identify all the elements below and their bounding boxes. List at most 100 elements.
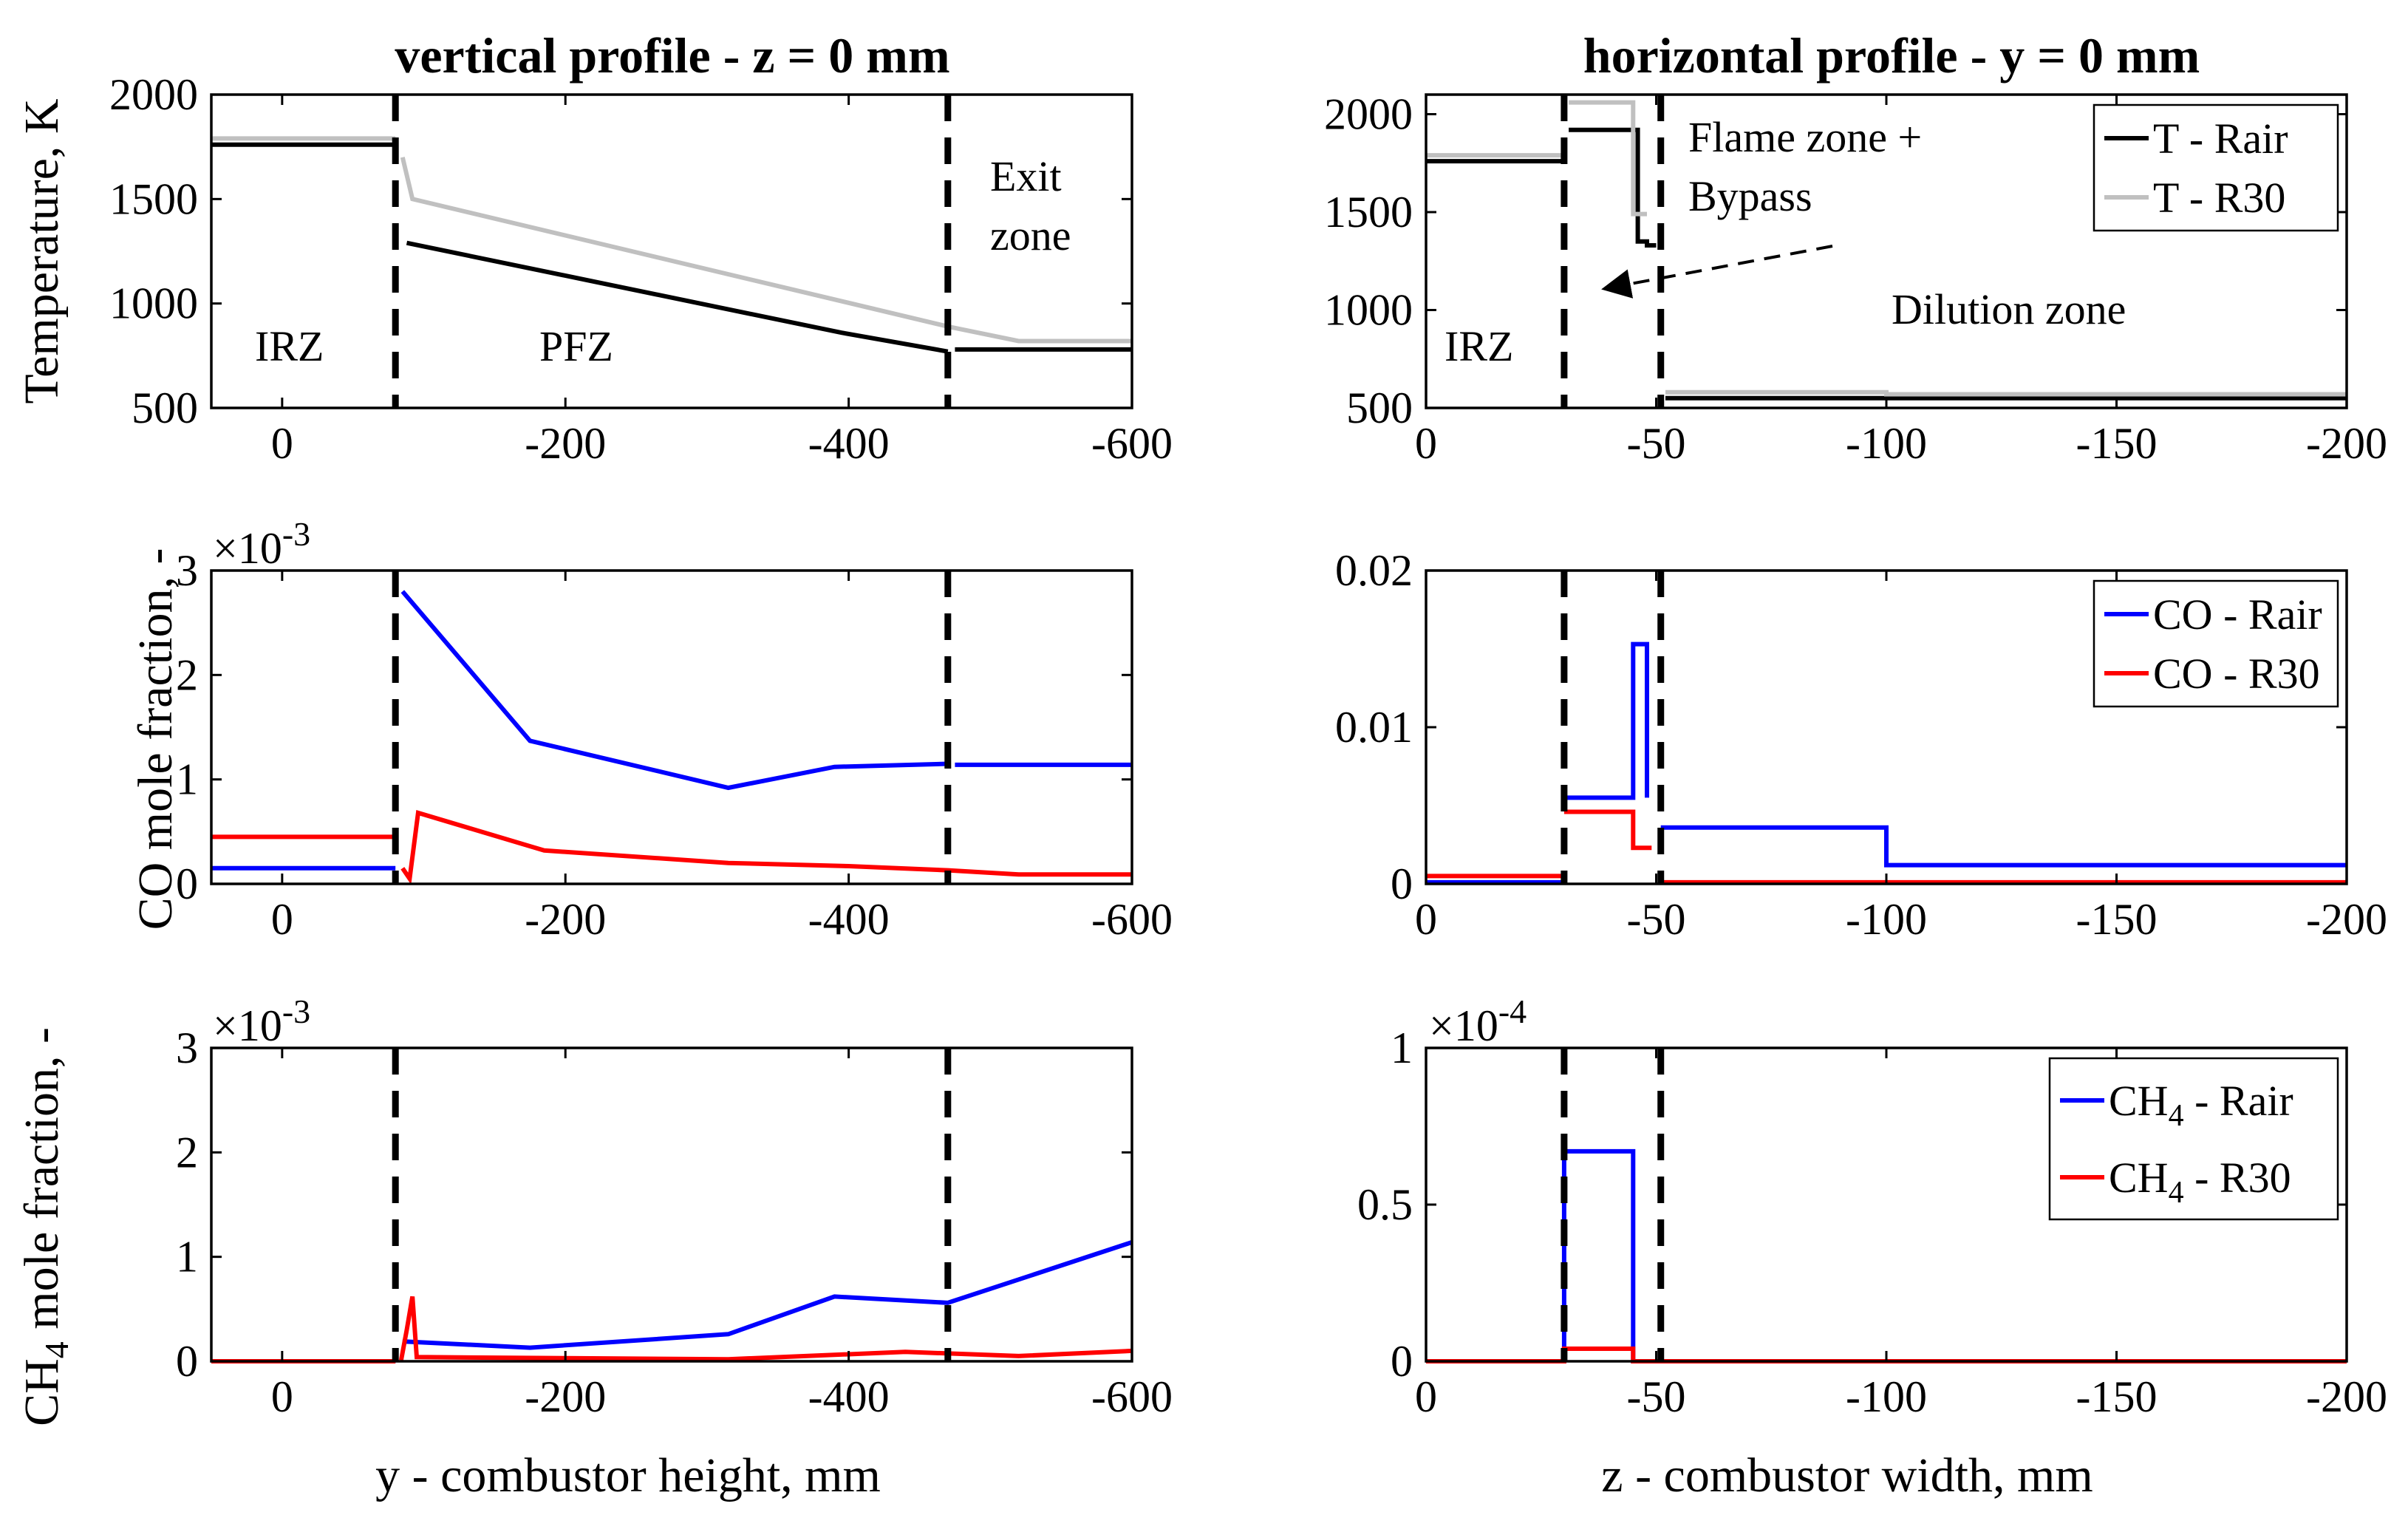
right_CH4-xtick-label-0: 0 <box>1415 1372 1437 1421</box>
left_T-xtick-label-3: -600 <box>1091 419 1173 468</box>
left_CH4-axes-frame <box>210 1046 1133 1363</box>
left_CO-series-1-segment-1 <box>400 810 1132 885</box>
right_T-xtick-label-4: -200 <box>2306 419 2387 468</box>
right_T-legend: T - Rair T - R30 <box>2092 103 2339 232</box>
left_CH4-xtick-label-0: 0 <box>271 1372 293 1421</box>
right_CO-legend: CO - Rair CO - R30 <box>2092 579 2339 708</box>
right_T-series-1-segment-2 <box>1665 389 2347 397</box>
flame-annotation-line2: Bypass <box>1688 172 1812 220</box>
right_T-xtick-label-3: -150 <box>2076 419 2158 468</box>
left_T-ytick-label-2: 1500 <box>109 174 198 223</box>
left_CO-xtick-label-2: -400 <box>808 895 890 944</box>
right-ch4-exponent: ×10-4 <box>1429 993 1527 1050</box>
right_CO-xtick-label-3: -150 <box>2076 895 2158 944</box>
right_T-xtick-label-1: -50 <box>1627 419 1686 468</box>
left_T-xtick-label-1: -200 <box>525 419 606 468</box>
exit-annotation-line2: zone <box>990 211 1071 259</box>
right_CO-legend-label-0: CO - Rair <box>2153 590 2322 639</box>
left_T-axes-frame <box>210 93 1133 409</box>
left_CH4-xtick-label-3: -600 <box>1091 1372 1173 1421</box>
right_T-xtick-label-2: -100 <box>1846 419 1927 468</box>
left_T-ytick-label-1: 1000 <box>109 279 198 328</box>
left-ch4-exponent-base: ×10 <box>213 1001 282 1050</box>
right_CO-series-0-segment-1 <box>1563 641 1649 800</box>
co-vertical-panel: 0 -200 -400 -600 0 1 2 3 <box>176 546 1173 944</box>
ch4-y-label-sub: 4 <box>38 1341 75 1358</box>
right-ch4-exponent-base: ×10 <box>1429 1001 1498 1050</box>
right_CO-xtick-label-2: -100 <box>1846 895 1927 944</box>
flame-annotation-line1: Flame zone + <box>1688 113 1922 161</box>
ch4-y-label: CH4 mole fraction, - <box>15 1027 75 1426</box>
temperature-y-label: Temperature, K <box>15 98 69 404</box>
right_CO-xtick-label-1: -50 <box>1627 895 1686 944</box>
irz-left-annotation: IRZ <box>255 322 324 370</box>
right_CO-xtick-label-4: -200 <box>2306 895 2387 944</box>
left_CO-xtick-label-1: -200 <box>525 895 606 944</box>
right_CH4-legend-label-0: CH4 - Rair <box>2109 1077 2293 1133</box>
left_CH4-ytick-label-3: 3 <box>176 1024 198 1072</box>
left_CH4-ytick-label-2: 2 <box>176 1128 198 1177</box>
right_T-series-1-segment-1 <box>1569 100 1647 217</box>
ch4-horizontal-panel: 0 -50 -100 -150 -200 0 0.5 1 CH4 - Rair CH4 - R30 <box>1357 1024 2387 1421</box>
right_CH4-xtick-label-3: -150 <box>2076 1372 2158 1421</box>
ch4-vertical-panel: 0 -200 -400 -600 0 1 2 3 <box>176 1024 1173 1421</box>
right_T-ytick-label-3: 2000 <box>1324 90 1413 139</box>
left_T-ytick-label-0: 500 <box>132 384 198 432</box>
right_CO-legend-box <box>2092 579 2339 708</box>
left_CO-ytick-label-3: 3 <box>176 546 198 595</box>
left_T-xtick-label-0: 0 <box>271 419 293 468</box>
left-co-exponent: ×10-3 <box>213 515 310 573</box>
left_CO-series-0-segment-1 <box>400 590 948 791</box>
right_CH4-legend: CH4 - Rair CH4 - R30 <box>2048 1057 2339 1221</box>
left_CO-ytick-label-2: 2 <box>176 650 198 699</box>
left_CH4-series-0-segment-1 <box>402 1240 1133 1350</box>
right-column-title: horizontal profile - y = 0 mm <box>1583 27 2200 84</box>
right_T-legend-box <box>2092 103 2339 232</box>
left_CH4-xtick-label-1: -200 <box>525 1372 606 1421</box>
right_CO-xtick-label-0: 0 <box>1415 895 1437 944</box>
left-ch4-exponent: ×10-3 <box>213 993 310 1050</box>
exit-annotation-line1: Exit <box>990 152 1062 200</box>
right_CH4-legend-box <box>2048 1057 2339 1221</box>
right_T-ytick-label-1: 1000 <box>1324 286 1413 335</box>
right_T-series-0-segment-1 <box>1569 127 1657 248</box>
right_T-xtick-label-0: 0 <box>1415 419 1437 468</box>
right_CO-ytick-label-2: 0.02 <box>1335 546 1413 595</box>
left_CH4-xtick-label-2: -400 <box>808 1372 890 1421</box>
ch4-y-label-prefix: CH <box>15 1358 69 1426</box>
right_CO-legend-label-1: CO - R30 <box>2153 650 2320 698</box>
right_CO-ytick-label-1: 0.01 <box>1335 703 1413 752</box>
irz-right-annotation: IRZ <box>1445 322 1513 370</box>
left_CH4-ytick-label-0: 0 <box>176 1337 198 1386</box>
right_CH4-ytick-label-2: 1 <box>1391 1024 1413 1072</box>
right_T-legend-label-1: T - R30 <box>2153 174 2285 222</box>
left_T-series-0-segment-1 <box>406 240 949 354</box>
left_CO-axes-frame <box>210 569 1133 885</box>
right_CH4-legend-label-1: CH4 - R30 <box>2109 1154 2291 1210</box>
right_CH4-ytick-label-1: 0.5 <box>1357 1180 1413 1229</box>
left-co-exponent-power: -3 <box>282 515 310 553</box>
left_CO-xtick-label-3: -600 <box>1091 895 1173 944</box>
right-x-label: z - combustor width, mm <box>1601 1448 2092 1502</box>
left_CH4-series-1-segment-1 <box>398 1296 1133 1362</box>
temperature-vertical-panel: 0 -200 -400 -600 500 1000 1500 2000 <box>109 70 1173 468</box>
left_CO-ytick-label-0: 0 <box>176 859 198 908</box>
right_CO-series-0-segment-2 <box>1660 825 2347 868</box>
left-column-title: vertical profile - z = 0 mm <box>395 27 949 84</box>
right_CO-series-1-segment-1 <box>1563 809 1652 851</box>
ch4-y-label-suffix: mole fraction, - <box>15 1027 69 1341</box>
dilution-annotation: Dilution zone <box>1892 285 2126 333</box>
right-ch4-exponent-power: -4 <box>1498 993 1527 1030</box>
right_T-legend-label-0: T - Rair <box>2153 115 2288 163</box>
co-y-label: CO mole fraction, - <box>129 548 183 930</box>
right_CO-ytick-label-0: 0 <box>1391 859 1413 908</box>
left-co-exponent-base: ×10 <box>213 524 282 573</box>
pfz-annotation: PFZ <box>539 322 613 370</box>
left_T-ytick-label-3: 2000 <box>109 70 198 119</box>
right_CH4-xtick-label-2: -100 <box>1846 1372 1927 1421</box>
left_T-xtick-label-2: -400 <box>808 419 890 468</box>
right_T-ytick-label-2: 1500 <box>1324 188 1413 236</box>
